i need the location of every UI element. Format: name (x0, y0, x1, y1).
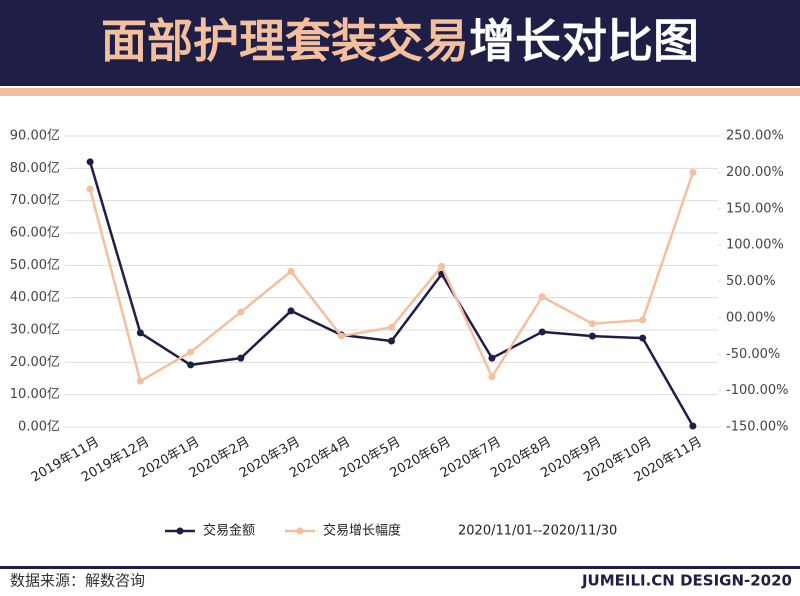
y-tick-label: 60.00亿 (10, 226, 60, 241)
y-tick-label: 70.00亿 (10, 193, 60, 208)
point (287, 307, 295, 315)
title: 面部护理套装交易增长对比图 (101, 14, 699, 68)
plot: 0.00亿 10.00亿 20.00亿 30.00亿 40.00亿 50.00亿 60.00… (10, 129, 789, 539)
point (488, 354, 496, 362)
legend-label: 交易增长幅度 (323, 523, 401, 539)
point (588, 320, 596, 328)
point (689, 422, 697, 430)
y2-tick-label: 250.00% (726, 129, 784, 144)
point (388, 323, 395, 331)
title-rest: 增长对比图 (469, 14, 699, 68)
legend-dot (296, 527, 304, 535)
point (136, 329, 144, 337)
y2-tick-label: 50.00% (726, 274, 776, 289)
point (187, 348, 195, 356)
point (86, 185, 94, 193)
y-tick-label: 50.00亿 (10, 258, 60, 273)
y-tick-label: 90.00亿 (10, 129, 60, 144)
point (639, 334, 647, 342)
y-tick-label: 80.00亿 (10, 161, 60, 176)
point (639, 316, 647, 324)
point (388, 337, 395, 345)
legend-dot (176, 527, 184, 535)
y-tick-label: 40.00亿 (10, 290, 60, 305)
brand: JUMEILI.CN DESIGN-2020 (581, 572, 792, 590)
series-line (88, 161, 694, 427)
y2-tick-label: -100.00% (726, 383, 789, 398)
point (588, 332, 596, 340)
y2-tick-label: 100.00% (726, 238, 784, 253)
point (237, 308, 245, 316)
y2-tick-label: 150.00% (726, 201, 784, 216)
source: 数据来源：解数咨询 (10, 572, 145, 590)
y-tick-label: 30.00亿 (10, 323, 60, 338)
legend-label: 交易金额 (203, 523, 255, 539)
title-highlight: 面部护理套装交易 (101, 14, 469, 68)
point (337, 332, 345, 340)
date-range: 2020/11/01--2020/11/30 (458, 524, 617, 539)
y-tick-label: 10.00亿 (10, 387, 60, 402)
point (538, 328, 546, 336)
header-stripe (0, 88, 800, 96)
point (287, 267, 295, 275)
point (237, 354, 245, 362)
point (136, 377, 144, 385)
point (689, 168, 697, 176)
header-bar (0, 0, 800, 86)
series-line (88, 171, 695, 384)
y-tick-label: 20.00亿 (10, 355, 60, 370)
point (538, 293, 546, 301)
point (86, 158, 94, 166)
point (438, 262, 446, 270)
y2-tick-label: -150.00% (726, 420, 789, 435)
y-tick-label: 0.00亿 (18, 420, 60, 435)
y2-tick-label: 00.00% (726, 310, 776, 325)
y2-tick-label: -50.00% (726, 347, 780, 362)
footer-line (0, 566, 800, 569)
y2-tick-label: 200.00% (726, 165, 784, 180)
point (488, 373, 496, 381)
point (187, 361, 195, 369)
